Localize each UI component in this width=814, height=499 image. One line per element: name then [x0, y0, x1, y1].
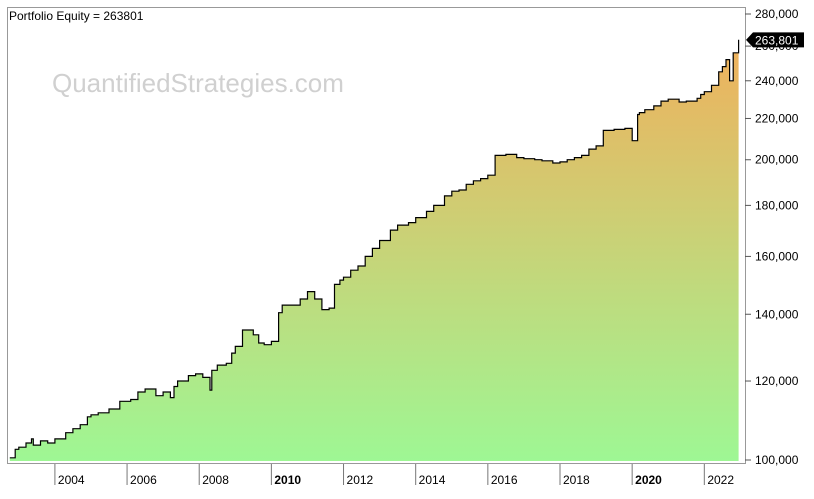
- last-value-label: 263,801: [755, 33, 799, 47]
- y-tick-label: 220,000: [755, 111, 799, 125]
- x-axis: 2004 2006 2008 2010 2012 2014 2016 2018 2020 2022: [54, 464, 734, 487]
- x-tick-label: 2012: [347, 473, 374, 487]
- last-value-badge: 263,801: [746, 32, 804, 48]
- equity-area-fill: [9, 39, 739, 462]
- x-tick-label: 2020: [635, 473, 662, 487]
- y-axis: 100,000 120,000 140,000 160,000 180,000 200,0…: [745, 7, 799, 467]
- x-tick-label: 2010: [274, 473, 301, 487]
- x-tick-label: 2004: [58, 473, 85, 487]
- x-tick-label: 2018: [563, 473, 590, 487]
- y-tick-label: 120,000: [755, 374, 799, 388]
- last-value-badge-shape: [746, 32, 804, 48]
- chart-title: Portfolio Equity = 263801: [9, 9, 144, 23]
- y-tick-label: 160,000: [755, 249, 799, 263]
- y-tick-label: 240,000: [755, 74, 799, 88]
- x-tick-label: 2016: [491, 473, 518, 487]
- x-tick-label: 2022: [707, 473, 734, 487]
- equity-line: [9, 39, 740, 459]
- x-tick-label: 2006: [130, 473, 157, 487]
- y-tick-label: 180,000: [755, 198, 799, 212]
- watermark: QuantifiedStrategies.com: [52, 68, 344, 98]
- x-tick-label: 2008: [202, 473, 229, 487]
- y-tick-label: 100,000: [755, 453, 799, 467]
- y-tick-label: 140,000: [755, 307, 799, 321]
- y-tick-label: 200,000: [755, 153, 799, 167]
- y-tick-label: 280,000: [755, 7, 799, 21]
- equity-area: [9, 39, 740, 462]
- x-tick-label: 2014: [419, 473, 446, 487]
